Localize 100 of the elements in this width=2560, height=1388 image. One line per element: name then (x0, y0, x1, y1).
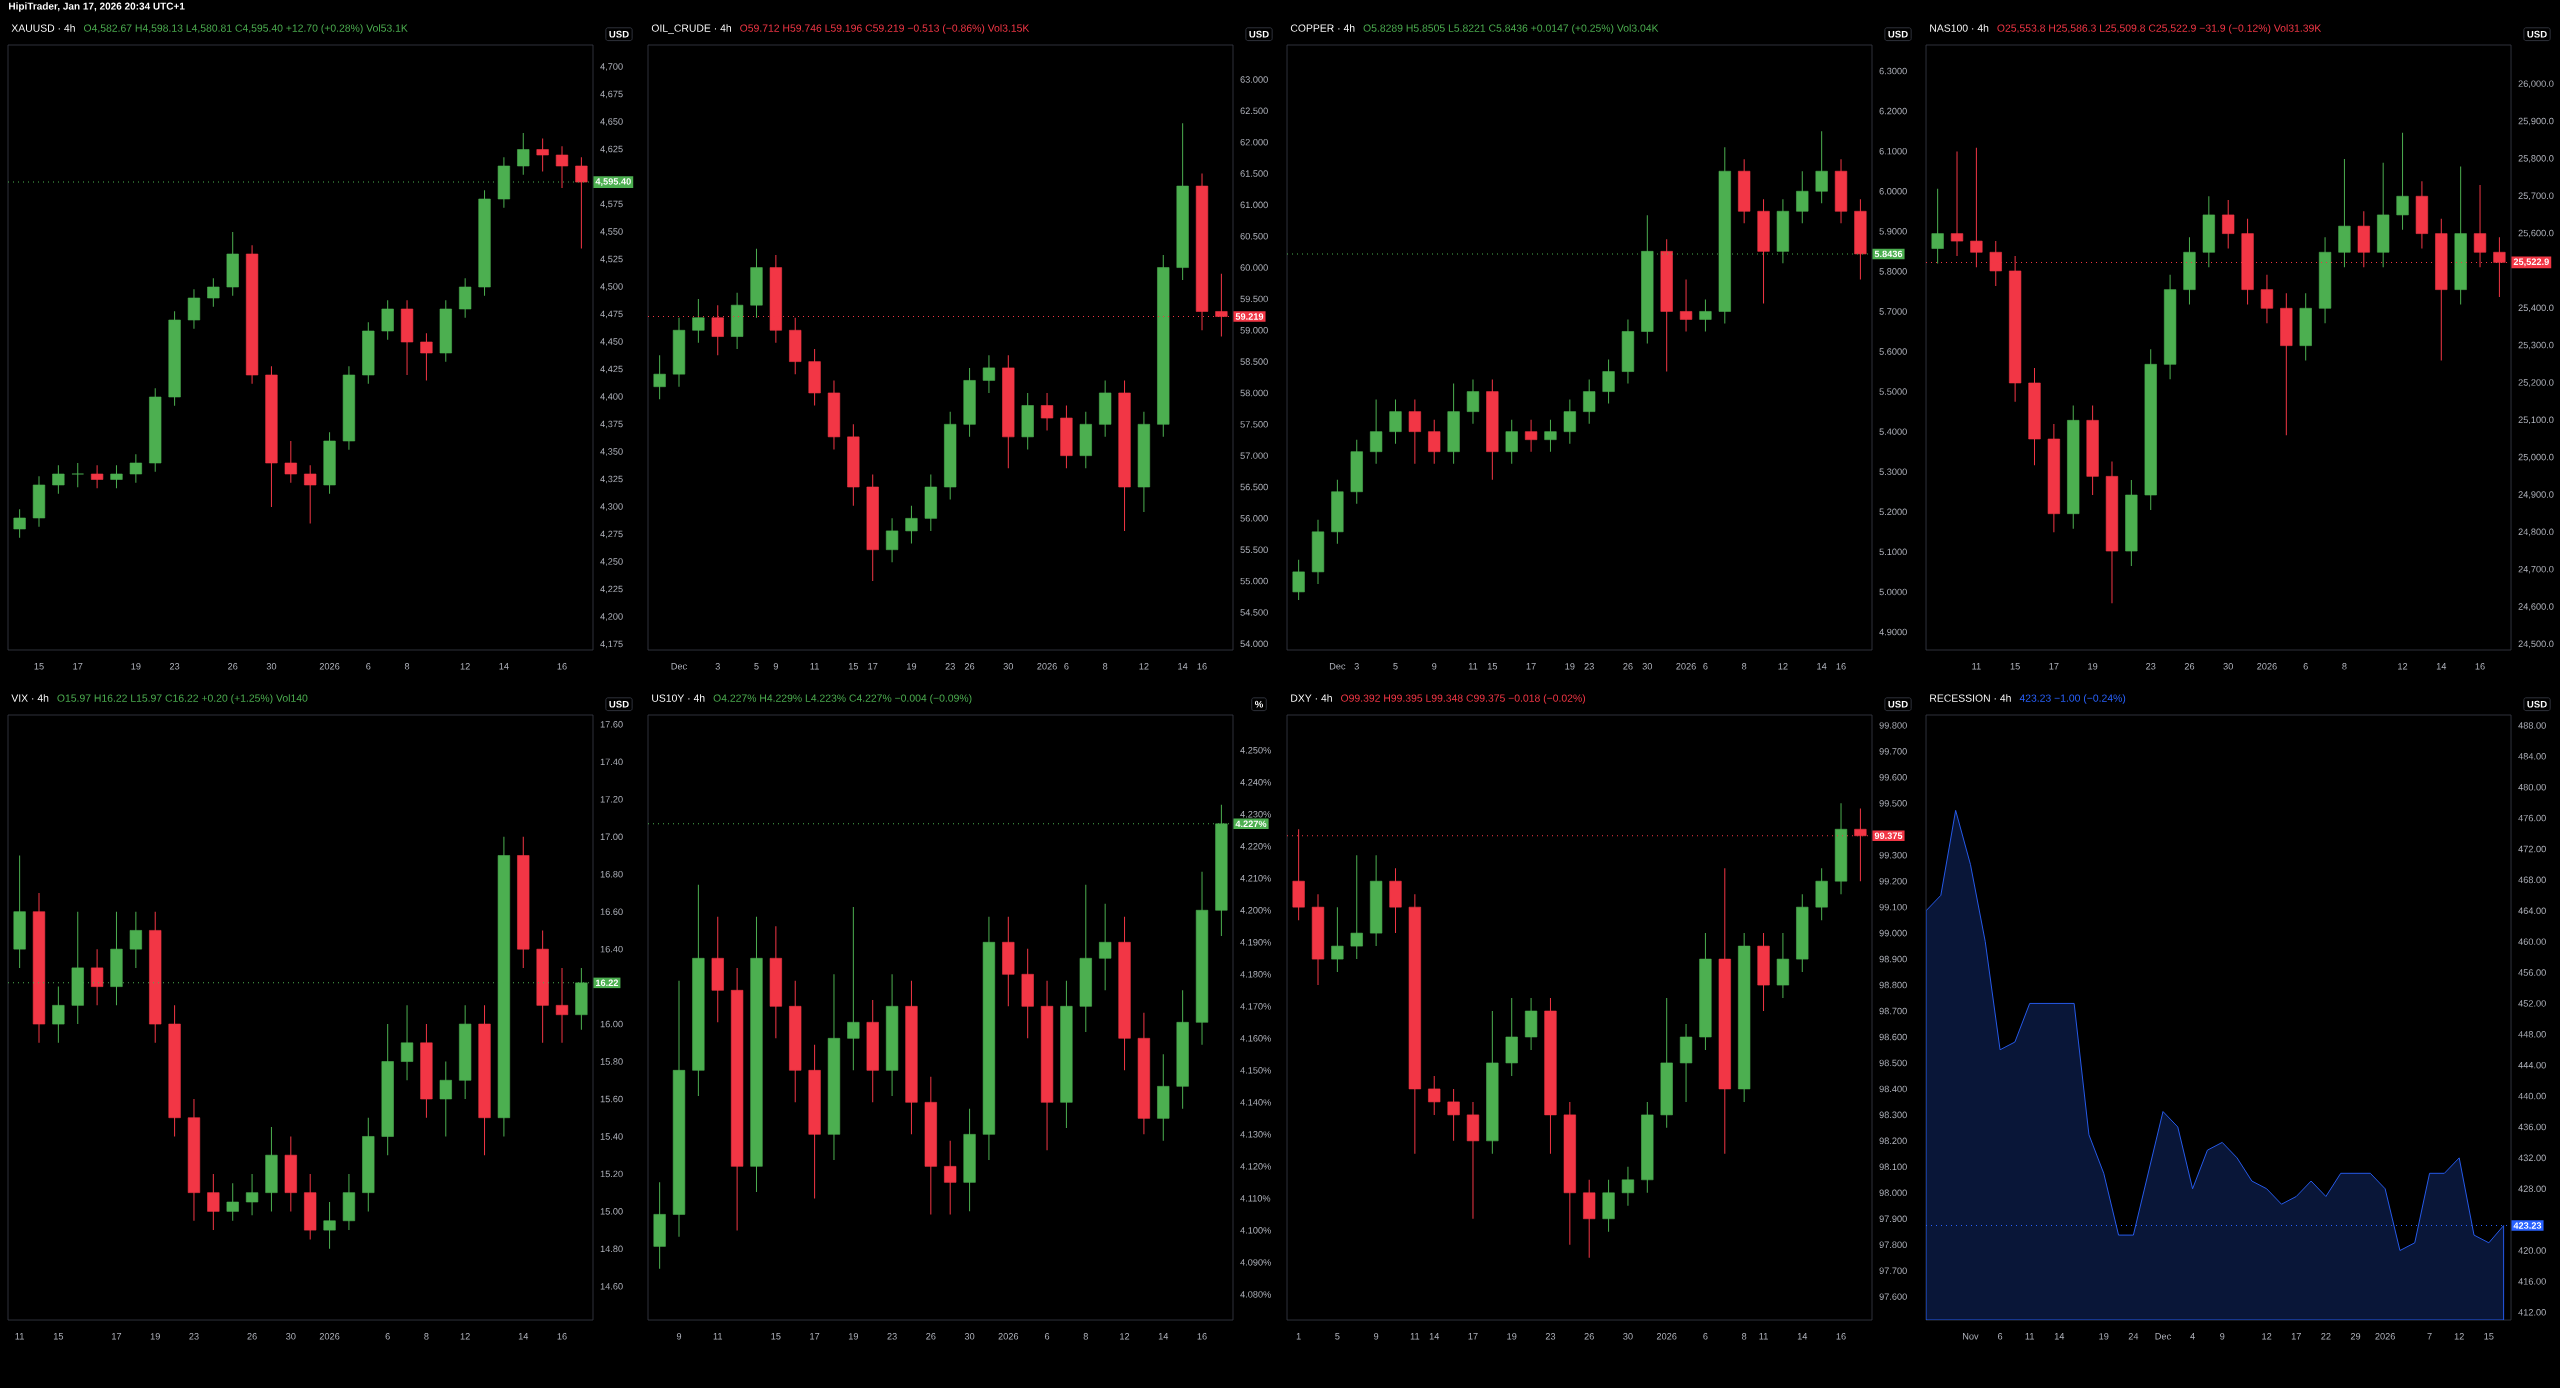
y-tick-label: 98.300 (1879, 1111, 1907, 1119)
x-tick-label: 14 (499, 663, 509, 670)
x-tick-label: 12 (2262, 1333, 2272, 1340)
candlestick (536, 138, 549, 173)
y-tick-label: 62.500 (1240, 107, 1268, 115)
x-tick-label: 6 (1703, 1333, 1708, 1340)
y-tick-label: 59.500 (1240, 295, 1268, 303)
x-tick-label: 30 (964, 1333, 975, 1340)
x-tick-label: 15 (848, 663, 859, 670)
x-tick-label: 12 (1120, 1333, 1130, 1340)
candlestick (1350, 854, 1363, 960)
x-tick-label: 12 (460, 1333, 470, 1340)
y-tick-label: 24,800.0 (2518, 528, 2554, 537)
x-tick-label: 23 (887, 1333, 897, 1340)
chart-subtitle: O4,582.67 H4,598.13 L4,580.81 C4,595.40 +12.70 (+0.28%) Vol53.1K (83, 24, 408, 34)
y-tick-label: 5.5000 (1879, 388, 1907, 395)
y-tick-label: 16.80 (600, 870, 623, 878)
candlestick (91, 464, 104, 489)
y-tick-label: 99.300 (1879, 851, 1907, 859)
y-tick-label: 98.800 (1879, 981, 1907, 989)
y-tick-label: 468.00 (2518, 876, 2546, 884)
y-tick-label: 4,250 (600, 558, 623, 566)
y-tick-label: 98.400 (1879, 1085, 1907, 1093)
ref-line-label: 59.219 (1235, 313, 1264, 320)
candlestick (1099, 903, 1112, 991)
y-tick-label: 484.00 (2518, 753, 2546, 760)
y-tick-label: 428.00 (2518, 1185, 2546, 1193)
x-tick-label: Nov (1963, 1333, 1979, 1340)
x-tick-label: 15 (1487, 663, 1498, 670)
candlestick (1466, 379, 1480, 425)
x-tick-label: 19 (2088, 663, 2098, 670)
chart-subtitle: 423.23 −1.00 (−0.24%) (2019, 694, 2126, 704)
x-tick-label: 9 (1374, 1333, 1379, 1340)
x-tick-label: 19 (150, 1333, 160, 1340)
y-tick-label: 4.200% (1240, 907, 1271, 914)
y-tick-label: 4,400 (600, 393, 623, 401)
y-tick-label: 61.500 (1240, 170, 1268, 177)
y-tick-label: 4.150% (1240, 1067, 1271, 1074)
candlestick (1699, 298, 1712, 332)
chart-subtitle: O15.97 H16.22 L15.97 C16.22 +0.20 (+1.25%) Vol140 (57, 694, 308, 704)
x-tick-label: 19 (1565, 663, 1575, 670)
y-axis-title: USD (2527, 30, 2547, 38)
x-tick-label: 30 (266, 663, 277, 670)
x-tick-label: 3 (1354, 663, 1359, 670)
y-tick-label: 57.500 (1240, 421, 1268, 428)
y-tick-label: 420.00 (2518, 1247, 2546, 1254)
candlestick (381, 299, 394, 341)
y-axis-title: USD (1888, 700, 1908, 708)
x-tick-label: 3 (715, 663, 720, 670)
chart-title: OIL_CRUDE · 4h (651, 24, 731, 34)
x-tick-label: 11 (1972, 663, 1981, 670)
y-tick-label: 4,325 (600, 475, 623, 484)
y-tick-label: 25,100.0 (2518, 416, 2554, 425)
candlestick (1815, 130, 1828, 204)
x-tick-label: 26 (1623, 663, 1633, 670)
x-tick-label: 26 (228, 663, 238, 670)
x-tick-label: 11 (1410, 1333, 1420, 1340)
x-tick-label: 9 (676, 1333, 682, 1340)
candlestick (982, 354, 996, 394)
x-tick-label: 23 (169, 663, 180, 670)
x-tick-label: Dec (671, 663, 687, 670)
y-tick-label: 4,475 (600, 310, 623, 319)
candlestick (1583, 379, 1596, 425)
y-tick-label: 15.60 (600, 1095, 623, 1103)
x-tick-label: 23 (2146, 663, 2156, 670)
candlestick (1796, 170, 1809, 224)
y-tick-label: 63.000 (1240, 76, 1268, 83)
ref-line-label: 4.227% (1235, 820, 1267, 828)
y-axis-title: USD (609, 700, 629, 708)
x-tick-label: 8 (424, 1333, 429, 1340)
candlestick (1389, 399, 1402, 445)
x-tick-label: 6 (2303, 663, 2308, 670)
y-tick-label: 4,175 (600, 640, 623, 649)
y-tick-label: 98.500 (1879, 1059, 1907, 1067)
x-tick-label: 11 (15, 1333, 24, 1340)
candlestick (1931, 188, 1944, 264)
x-tick-label: 14 (1158, 1333, 1169, 1340)
candlestick (847, 906, 860, 1071)
x-tick-label: 19 (2099, 1333, 2109, 1340)
y-tick-label: 5.6000 (1879, 348, 1907, 355)
y-tick-label: 4.140% (1240, 1099, 1271, 1106)
y-tick-label: 24,900.0 (2518, 491, 2554, 499)
candlestick (226, 1182, 239, 1222)
y-tick-label: 4.220% (1240, 842, 1271, 850)
y-tick-label: 4,675 (600, 90, 623, 99)
x-tick-label: 11 (713, 1333, 723, 1340)
x-tick-label: 16 (1836, 663, 1846, 670)
x-tick-label: 17 (2291, 1333, 2301, 1340)
y-tick-label: 4.170% (1240, 1003, 1271, 1010)
x-tick-label: 26 (247, 1333, 257, 1340)
y-tick-label: 99.800 (1879, 722, 1907, 729)
y-tick-label: 61.000 (1240, 201, 1268, 209)
x-tick-label: 15 (2010, 663, 2020, 670)
candlestick (187, 288, 201, 330)
y-axis-title: USD (1888, 30, 1908, 38)
candlestick (1563, 399, 1576, 445)
x-tick-label: 9 (2220, 1333, 2225, 1340)
x-tick-label: 19 (131, 663, 141, 670)
y-tick-label: 25,000.0 (2518, 453, 2554, 462)
y-tick-label: 55.500 (1240, 546, 1268, 553)
